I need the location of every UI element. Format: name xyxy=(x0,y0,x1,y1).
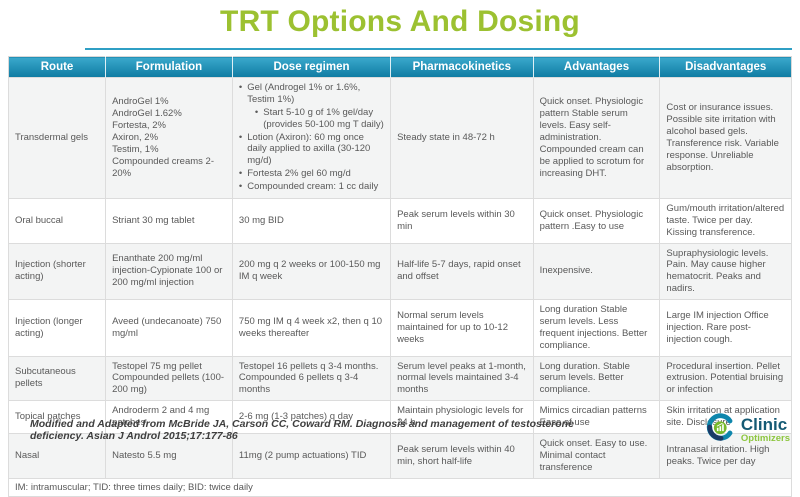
cell-disadvantages: Supraphysiologic levels. Pain. May cause… xyxy=(659,242,792,300)
cell-formulation: Androderm 2 and 4 mg patches xyxy=(105,400,233,434)
column-header: Pharmacokinetics xyxy=(390,56,534,78)
cell-pharmacokinetics: Maintain physiologic levels for 24 h xyxy=(390,400,534,434)
table-row: Subcutaneous pellets Testopel 75 mg pelle… xyxy=(7,355,792,402)
logo-subname: Optimizers xyxy=(740,432,790,444)
cell-advantages: Long duration. Stable serum levels. Bett… xyxy=(532,355,661,402)
cell-disadvantages: Cost or insurance issues. Possible site … xyxy=(659,77,792,199)
cell-advantages: Quick onset. Physiologic pattern Stable … xyxy=(532,77,661,199)
table-header-row: Route Formulation Dose regimen Pharmacokine… xyxy=(8,56,792,78)
table-footnote-row: IM: intramuscular; TID: three times dail… xyxy=(8,477,792,497)
cell-dose: • Gel (Androgel 1% or 1.6%, Testim 1%) • St… xyxy=(231,77,392,199)
column-header: Route xyxy=(8,56,107,78)
column-header: Formulation xyxy=(105,56,233,78)
logo-name: Clinic xyxy=(740,414,788,434)
column-header: Disadvantages xyxy=(659,56,792,78)
cell-dose: Testopel 16 pellets q 3-4 months. Compou… xyxy=(231,355,392,402)
cell-formulation: Striant 30 mg tablet xyxy=(105,197,233,244)
cell-dose: 750 mg IM q 4 week x2, then q 10 weeks t… xyxy=(231,299,392,357)
cell-advantages: Mimics circadian patterns Ease of use xyxy=(532,400,661,434)
cell-formulation: Enanthate 200 mg/ml injection-Cypionate … xyxy=(105,242,233,300)
cell-pharmacokinetics: Normal serum levels maintained for up to… xyxy=(390,299,534,357)
cell-route: Transdermal gels xyxy=(7,77,107,199)
title-divider xyxy=(85,48,792,50)
cell-dose: 200 mg q 2 weeks or 100-150 mg IM q week xyxy=(231,242,392,300)
table-row: Oral buccal Striant 30 mg tablet 30 mg BID… xyxy=(7,197,792,244)
cell-formulation: Aveed (undecanoate) 750 mg/ml xyxy=(105,299,233,357)
cell-formulation: AndroGel 1% AndroGel 1.62% Fortesta, 2% Axi… xyxy=(105,77,233,199)
cell-route: Topical patches xyxy=(7,400,107,434)
cell-dose: 2-6 mg (1-3 patches) q day xyxy=(231,400,392,434)
cell-dose: 30 mg BID xyxy=(231,197,392,244)
source-citation: Modified and Adapted from McBride JA, Ca… xyxy=(30,418,574,442)
cell-route: Injection (longer acting) xyxy=(7,299,107,357)
cell-pharmacokinetics: Steady state in 48-72 h xyxy=(390,77,534,199)
table-row: Topical patches Androderm 2 and 4 mg patc… xyxy=(7,400,792,434)
cell-route: Subcutaneous pellets xyxy=(7,355,107,402)
cell-formulation: Testopel 75 mg pellet Compounded pellets … xyxy=(105,355,233,402)
cell-disadvantages: Large IM injection Office injection. Rar… xyxy=(659,299,792,357)
page-title: TRT Options And Dosing xyxy=(220,5,580,38)
cell-disadvantages: Gum/mouth irritation/altered taste. Twic… xyxy=(659,197,792,244)
table-row: Injection (longer acting) Aveed (undecano… xyxy=(7,299,792,357)
cell-pharmacokinetics: Serum level peaks at 1-month, normal lev… xyxy=(390,355,534,402)
table-row: Injection (shorter acting) Enanthate 200 … xyxy=(7,242,792,300)
table-row: Transdermal gels AndroGel 1% AndroGel 1.62… xyxy=(7,77,792,199)
column-header: Advantages xyxy=(533,56,661,78)
abbreviations-footnote: IM: intramuscular; TID: three times dail… xyxy=(8,477,792,497)
clinic-optimizers-logo-icon xyxy=(706,412,736,447)
cell-pharmacokinetics: Half-life 5-7 days, rapid onset and offs… xyxy=(390,242,534,300)
cell-advantages: Long duration Stable serum levels. Less … xyxy=(532,299,661,357)
cell-disadvantages: Procedural insertion. Pellet extrusion. … xyxy=(659,355,792,402)
cell-route: Oral buccal xyxy=(7,197,107,244)
column-header: Dose regimen xyxy=(232,56,392,78)
clinic-optimizers-logo: Clinic Optimizers xyxy=(706,412,790,447)
cell-pharmacokinetics: Peak serum levels within 30 min xyxy=(390,197,534,244)
cell-advantages: Inexpensive. xyxy=(532,242,661,300)
cell-route: Injection (shorter acting) xyxy=(7,242,107,300)
clinic-optimizers-logo-text: Clinic Optimizers xyxy=(741,416,790,444)
cell-advantages: Quick onset. Physiologic pattern .Easy t… xyxy=(532,197,661,244)
